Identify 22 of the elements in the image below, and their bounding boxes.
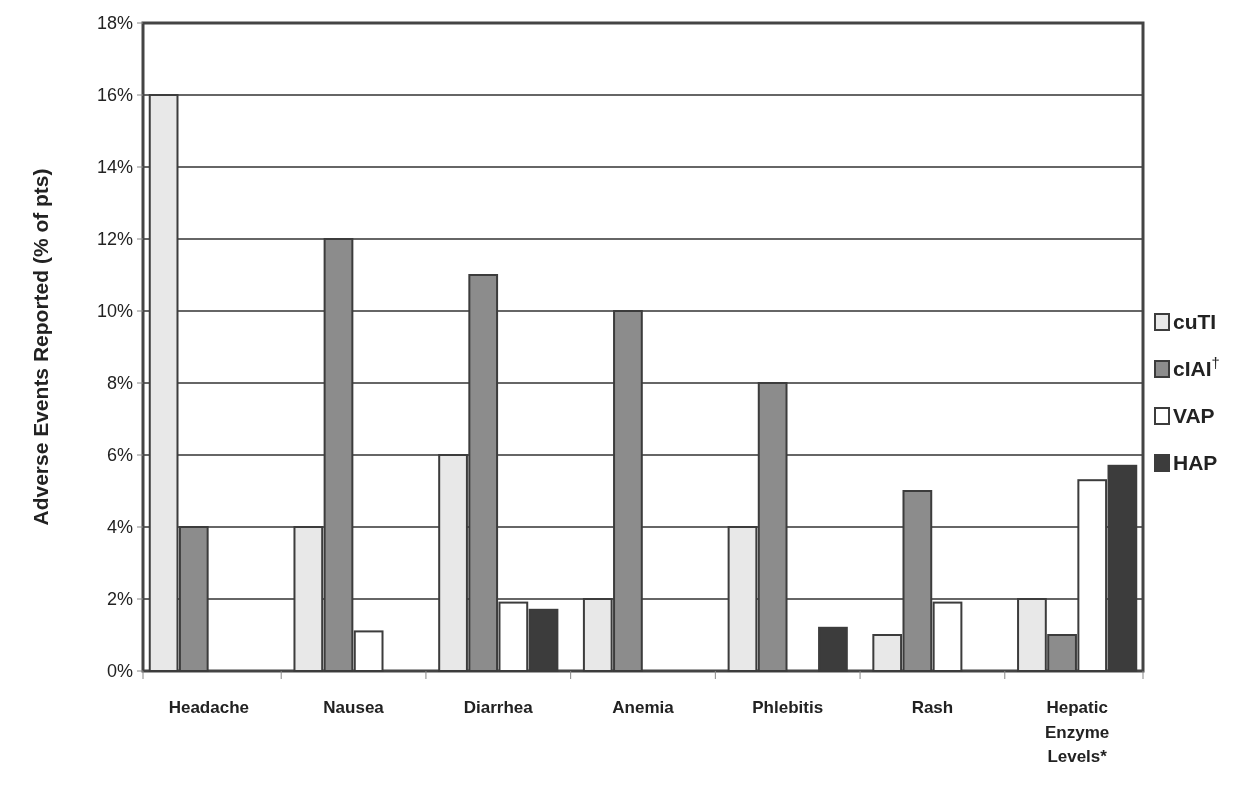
x-tick-label: Hepatic Enzyme Levels* (1045, 698, 1110, 767)
x-tick-label: Anemia (612, 698, 675, 717)
y-tick-label: 6% (106, 445, 133, 466)
x-tick-label: Nausea (323, 698, 385, 717)
y-axis-title: Adverse Events Reported (% of pts) (29, 168, 52, 526)
y-tick-label: 12% (96, 229, 133, 250)
y-tick-label: 4% (106, 517, 133, 538)
y-tick-label: 8% (106, 373, 133, 394)
y-tick-label: 10% (96, 301, 133, 322)
legend-label: VAP (1173, 404, 1215, 428)
y-tick-label: 16% (96, 85, 133, 106)
x-tick-label: Headache (168, 698, 250, 717)
x-tick-label: Phlebitis (752, 698, 824, 717)
x-tick-label: Diarrhea (463, 698, 534, 717)
legend-label: cuTI (1173, 310, 1217, 334)
legend-label: HAP (1173, 451, 1218, 475)
y-tick-label: 14% (96, 157, 133, 178)
y-tick-label: 2% (106, 589, 133, 610)
x-tick-label: Rash (911, 698, 954, 717)
y-tick-label: 0% (106, 661, 133, 682)
y-tick-label: 18% (96, 13, 133, 34)
legend-label: cIAI$^{†}$ (1173, 355, 1220, 381)
